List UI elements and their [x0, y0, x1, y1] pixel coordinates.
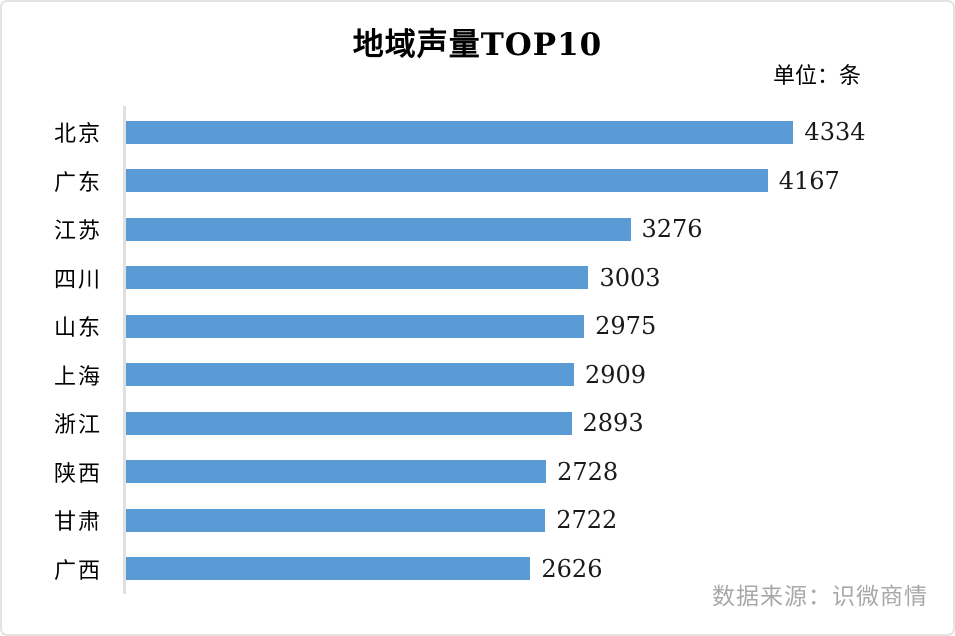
bar — [126, 169, 768, 193]
value-label: 3276 — [641, 215, 703, 244]
bar — [126, 314, 585, 338]
category-label: 山东 — [54, 316, 103, 342]
bar — [126, 217, 631, 241]
chart-row: 江苏 3276 — [2, 205, 953, 254]
category-label: 广东 — [54, 170, 103, 196]
category-label: 上海 — [54, 364, 103, 390]
value-label: 2722 — [556, 506, 618, 535]
chart-row: 广东 4167 — [2, 157, 953, 206]
y-axis-line — [123, 106, 126, 594]
bar-track: 4167 — [126, 166, 896, 195]
bar — [126, 266, 589, 290]
bar-track: 2909 — [126, 360, 896, 389]
value-label: 3003 — [599, 263, 661, 292]
chart-row: 广西 2626 — [2, 545, 953, 594]
category-label: 甘肃 — [54, 510, 103, 536]
chart-row: 上海 2909 — [2, 351, 953, 400]
bar-track: 2626 — [126, 554, 896, 583]
category-label: 广西 — [54, 558, 103, 584]
category-label: 北京 — [54, 122, 103, 148]
chart-row: 浙江 2893 — [2, 399, 953, 448]
bar — [126, 411, 572, 435]
chart-row: 甘肃 2722 — [2, 496, 953, 545]
bar — [126, 508, 546, 532]
value-label: 2975 — [595, 312, 657, 341]
chart-row: 山东 2975 — [2, 302, 953, 351]
bar-track: 2722 — [126, 506, 896, 535]
chart-row: 北京 4334 — [2, 108, 953, 157]
bar — [126, 460, 547, 484]
bar-track: 2975 — [126, 312, 896, 341]
value-label: 2909 — [584, 360, 647, 389]
chart-row: 陕西 2728 — [2, 448, 953, 497]
chart-title: 地域声量TOP10 — [352, 27, 603, 63]
value-label: 2728 — [557, 457, 619, 486]
category-label: 四川 — [54, 267, 103, 293]
bar — [126, 120, 794, 144]
bar-track: 3003 — [126, 263, 896, 292]
bar-track: 2893 — [126, 409, 896, 438]
value-label: 2893 — [582, 409, 644, 438]
bar-track: 3276 — [126, 215, 896, 244]
category-label: 江苏 — [54, 219, 103, 245]
unit-label: 单位：条 — [772, 64, 861, 89]
bar-track: 2728 — [126, 457, 896, 486]
bar-track: 4334 — [126, 118, 896, 147]
value-label: 2626 — [541, 554, 603, 583]
chart-row: 四川 3003 — [2, 254, 953, 303]
value-label: 4167 — [778, 166, 840, 195]
category-label: 陕西 — [54, 461, 103, 487]
chart-rows: 北京 4334 广东 4167 江苏 3276 四川 3003 山东 2975 上海 2909 浙江 28… — [2, 108, 953, 593]
data-source-label: 数据来源：识微商情 — [712, 584, 928, 610]
bar — [126, 557, 531, 581]
bar — [126, 363, 574, 387]
bar-chart: 北京 4334 广东 4167 江苏 3276 四川 3003 山东 2975 上海 2909 浙江 28… — [2, 106, 953, 594]
value-label: 4334 — [804, 118, 866, 147]
category-label: 浙江 — [54, 413, 103, 439]
